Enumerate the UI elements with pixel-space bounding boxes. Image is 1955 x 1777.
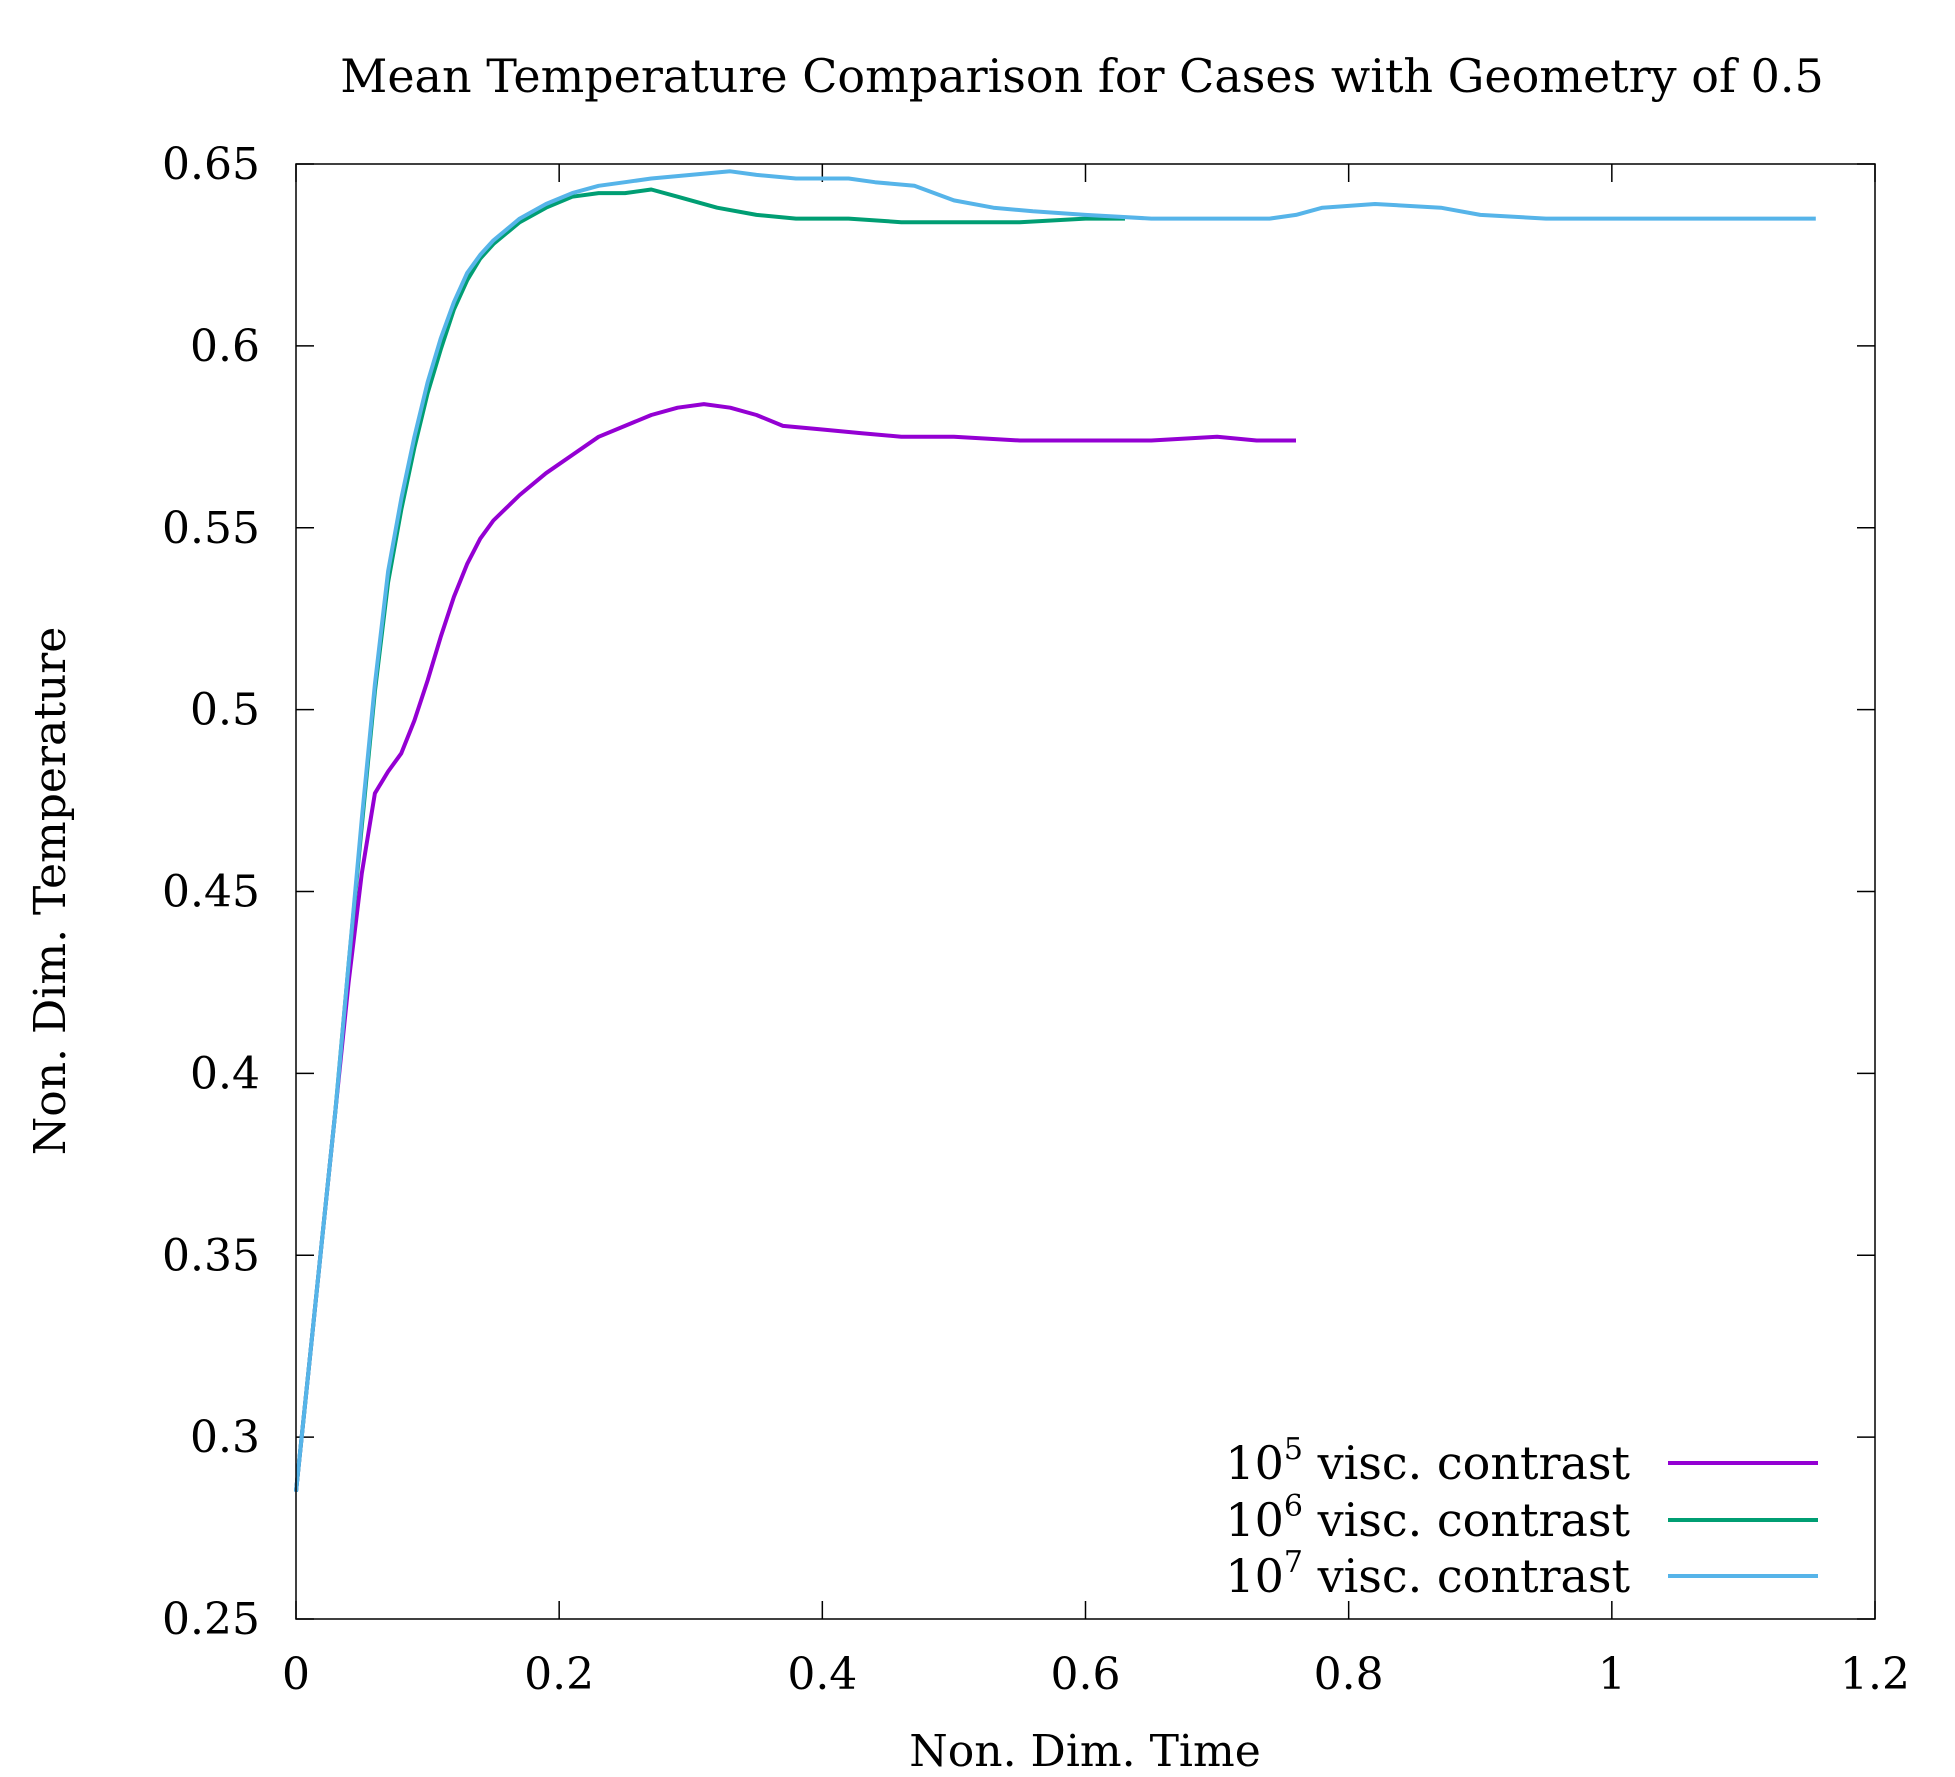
legend-label-5: 105 visc. contrast (1225, 1432, 1630, 1490)
legend-label-7: 107 visc. contrast (1225, 1545, 1630, 1603)
x-tick-label: 0.4 (787, 1649, 857, 1700)
x-tick-label: 1.2 (1840, 1649, 1910, 1700)
x-tick-label: 0.8 (1314, 1649, 1384, 1700)
y-tick-label: 0.45 (162, 867, 260, 918)
plot-frame (295, 163, 1876, 1620)
legend-label-base: 10 (1225, 1493, 1284, 1547)
legend-label-exponent: 5 (1284, 1432, 1303, 1467)
y-tick-label: 0.5 (190, 685, 260, 736)
legend-label-base: 10 (1225, 1549, 1284, 1603)
legend-label-exponent: 6 (1284, 1489, 1303, 1524)
x-tick-label: 1 (1598, 1649, 1626, 1700)
y-tick-label: 0.35 (162, 1230, 260, 1281)
y-tick-label: 0.65 (162, 139, 260, 190)
series-line-6 (294, 187, 1125, 1492)
legend-label-rest: visc. contrast (1303, 1436, 1631, 1490)
series-lines (294, 169, 1816, 1492)
x-tick-label: 0 (282, 1649, 310, 1700)
series-line-5 (294, 402, 1296, 1492)
axis-ticks: 0 0.2 0.4 0.6 0.8 1 1.2 0.25 0.3 0.35 0.4 0.45 0.5 0.… (162, 139, 1910, 1700)
x-tick-label: 0.6 (1051, 1649, 1121, 1700)
series-line-7 (294, 169, 1816, 1492)
legend-label-exponent: 7 (1284, 1545, 1303, 1580)
legend-label-6: 106 visc. contrast (1225, 1489, 1630, 1547)
y-tick-label: 0.6 (190, 321, 260, 372)
chart-title: Mean Temperature Comparison for Cases wi… (340, 49, 1824, 103)
x-tick-label: 0.2 (524, 1649, 594, 1700)
y-tick-label: 0.3 (190, 1412, 260, 1463)
legend-label-rest: visc. contrast (1303, 1493, 1631, 1547)
y-axis-label: Non. Dim. Temperature (25, 627, 76, 1156)
legend-label-base: 10 (1225, 1436, 1284, 1490)
y-tick-label: 0.25 (162, 1594, 260, 1645)
x-axis-label: Non. Dim. Time (909, 1726, 1261, 1777)
legend-label-rest: visc. contrast (1303, 1549, 1631, 1603)
y-tick-label: 0.4 (190, 1048, 260, 1099)
y-tick-label: 0.55 (162, 503, 260, 554)
